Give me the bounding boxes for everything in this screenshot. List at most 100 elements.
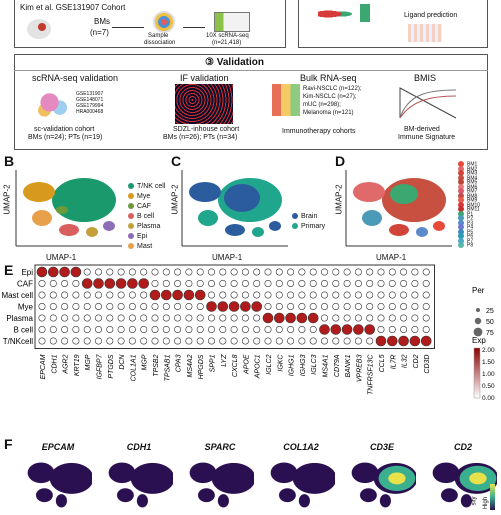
dot-mark — [388, 291, 396, 299]
dot-mark — [95, 314, 103, 322]
dot-mark — [117, 268, 125, 276]
dot-mark — [230, 337, 238, 345]
dot-mark — [208, 279, 216, 287]
legend-item: P6 — [458, 233, 473, 239]
legend-swatch — [458, 161, 464, 167]
panel-c-umap — [181, 170, 288, 247]
dot-mark — [388, 326, 396, 334]
dot-mark — [196, 326, 204, 334]
dot-mark — [138, 278, 149, 289]
sample-label: Sample — [148, 33, 169, 39]
gene-label: IGHG1 — [289, 354, 296, 376]
legend-swatch — [458, 233, 464, 239]
legend-swatch — [458, 228, 464, 235]
dot-mark — [83, 326, 91, 334]
dot-mark — [411, 291, 419, 299]
dot-mark — [409, 335, 421, 347]
dot-mark — [332, 314, 340, 322]
dot-mark — [411, 326, 419, 334]
legend-item: T/NK cell — [128, 183, 165, 190]
bmis-title: BMIS — [414, 73, 437, 83]
dot-mark — [174, 314, 182, 322]
dot-mark — [422, 279, 430, 287]
legend-swatch — [458, 179, 464, 185]
dot-mark — [83, 302, 91, 310]
panel-d-xlabel: UMAP-1 — [376, 253, 407, 262]
dot-mark — [298, 302, 306, 310]
gene-label: BANK1 — [345, 354, 352, 377]
dot-mark — [343, 314, 351, 322]
size-legend-label: 75 — [486, 330, 494, 337]
dot-mark — [83, 337, 91, 345]
dot-mark — [332, 291, 340, 299]
color-legend-bar — [473, 347, 481, 399]
dot-mark — [83, 268, 91, 276]
dot-mark — [320, 279, 328, 287]
if-image — [175, 84, 233, 124]
legend-label: BM7 — [467, 188, 478, 195]
dot-mark — [83, 291, 91, 299]
dot-mark — [377, 279, 385, 287]
dot-mark — [49, 326, 57, 334]
dot-mark — [309, 302, 317, 310]
dot-mark — [72, 279, 80, 287]
dot-mark — [174, 302, 182, 310]
dot-mark — [343, 279, 351, 287]
legend-swatch — [458, 224, 464, 230]
dot-mark — [320, 337, 328, 345]
size-legend-label: 25 — [486, 308, 494, 315]
dot-mark — [128, 326, 136, 334]
legend-label: CAF — [137, 203, 151, 210]
panel-f-featureplots: EPCAM CDH1 SPARC COL1A2 CD3E CD2 High sity — [0, 440, 501, 515]
dot-mark — [172, 289, 183, 301]
dot-mark — [253, 291, 261, 299]
dot-mark — [185, 314, 193, 322]
dot-mark — [330, 324, 342, 335]
dot-mark — [400, 268, 408, 276]
dot-mark — [162, 314, 170, 322]
legend-swatch — [128, 203, 134, 210]
dot-mark — [332, 268, 340, 276]
dot-mark — [228, 301, 240, 312]
dot-mark — [377, 314, 385, 322]
dot-mark — [185, 279, 193, 287]
legend-swatch — [458, 201, 464, 208]
dot-mark — [117, 302, 125, 310]
gene-label: TPSAB1 — [164, 354, 171, 381]
gene-label: AGR2 — [63, 354, 70, 374]
feature-plot — [348, 456, 416, 512]
dot-mark — [332, 279, 340, 287]
color-legend-label: 1.50 — [482, 359, 495, 366]
color-legend-label: 2.00 — [482, 347, 495, 354]
dot-mark — [275, 326, 283, 334]
legend-swatch — [128, 223, 134, 230]
dotplot-frame — [34, 264, 435, 349]
legend-label: BM9 — [467, 197, 478, 204]
umap-thumbnail — [318, 8, 352, 20]
dot-mark — [127, 278, 138, 289]
dot-mark — [219, 268, 227, 276]
legend-swatch — [458, 170, 464, 176]
dot-mark — [366, 268, 374, 276]
legend-swatch — [128, 243, 134, 250]
dot-mark — [386, 335, 398, 347]
sc-id-2: GSE179994 — [76, 103, 104, 109]
gene-label: HPGDS — [198, 354, 205, 379]
dot-mark — [104, 278, 116, 289]
dot-mark — [38, 291, 46, 299]
dot-mark — [422, 302, 430, 310]
gene-label: CPA3 — [176, 354, 183, 372]
dot-mark — [219, 326, 227, 334]
dot-mark — [61, 302, 69, 310]
dot-mark — [320, 291, 328, 299]
dot-mark — [106, 302, 114, 310]
dot-mark — [49, 337, 57, 345]
legend-swatch — [458, 192, 464, 199]
dot-mark — [354, 314, 362, 322]
dot-mark — [93, 278, 104, 289]
legend-item: BM2 — [458, 165, 477, 172]
legend-label: P8 — [467, 242, 474, 249]
dot-mark — [422, 314, 430, 322]
bulk-item-2: mUC (n=298); — [303, 102, 341, 108]
dot-mark — [149, 289, 161, 301]
